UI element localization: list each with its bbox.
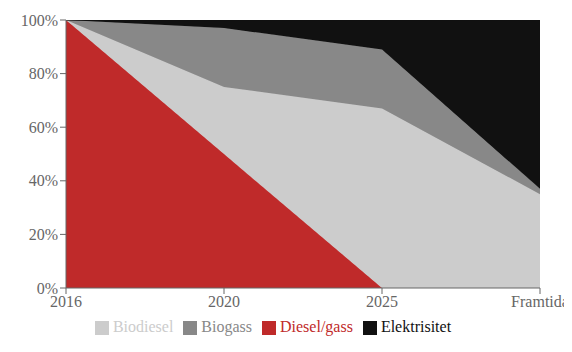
svg-text:0%: 0% (37, 280, 58, 297)
svg-text:2025: 2025 (366, 293, 398, 310)
svg-text:60%: 60% (29, 119, 58, 136)
html-text:Biodiesel: Biodiesel (112, 318, 174, 335)
svg-text:2020: 2020 (208, 293, 240, 310)
svg-text:100%: 100% (21, 12, 58, 29)
svg-text:2016: 2016 (50, 293, 82, 311)
svg-text:80%: 80% (29, 65, 58, 82)
svg-text:20%: 20% (29, 226, 58, 243)
svg-text:40%: 40% (29, 172, 58, 189)
svg-text:Framtida: Framtida (511, 293, 564, 310)
html-text:Diesel/gass: Diesel/gass (280, 318, 353, 335)
html-text:Biogass: Biogass (201, 318, 252, 335)
html-text:Elektrisitet: Elektrisitet (380, 318, 452, 335)
